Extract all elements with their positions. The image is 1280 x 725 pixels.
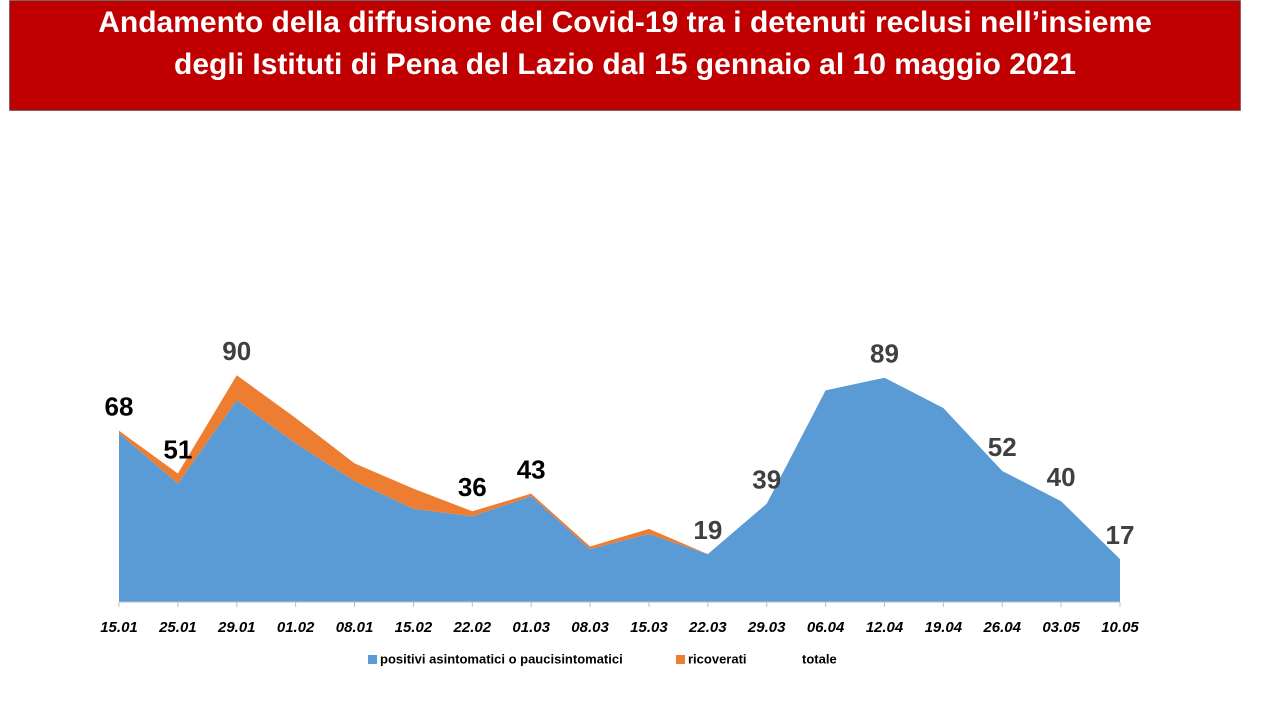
x-tick-label: 25.01 — [158, 619, 197, 636]
x-tick-label: 12.04 — [866, 619, 904, 636]
data-label: 90 — [222, 336, 251, 366]
data-label: 52 — [988, 432, 1017, 462]
x-tick-label: 10.05 — [1101, 619, 1139, 636]
data-label: 36 — [458, 472, 487, 502]
x-tick-label: 22.03 — [688, 619, 727, 636]
x-tick-label: 01.03 — [512, 619, 550, 636]
x-tick-label: 26.04 — [982, 619, 1021, 636]
x-tick-label: 06.04 — [807, 619, 845, 636]
x-tick-label: 15.03 — [630, 619, 668, 636]
legend-label: positivi asintomatici o paucisintomatici — [380, 651, 623, 666]
x-tick-label: 08.01 — [336, 619, 374, 636]
x-tick-label: 19.04 — [925, 619, 963, 636]
chart-title: degli Istituti di Pena del Lazio dal 15 … — [174, 48, 1076, 81]
legend-label: totale — [802, 651, 837, 666]
data-label: 89 — [870, 339, 899, 369]
data-label: 39 — [752, 465, 781, 495]
title-banner — [9, 0, 1241, 111]
area — [119, 377, 1120, 602]
x-tick-label: 03.05 — [1042, 619, 1080, 636]
data-label: 19 — [693, 515, 722, 545]
data-label: 40 — [1047, 462, 1076, 492]
data-label: 68 — [105, 392, 134, 422]
x-tick-label: 29.03 — [747, 619, 786, 636]
chart-title: Andamento della diffusione del Covid-19 … — [98, 6, 1152, 39]
legend-swatch — [368, 655, 377, 664]
data-label: 17 — [1106, 520, 1135, 550]
legend-swatch — [676, 655, 685, 664]
x-tick-label: 29.01 — [217, 619, 256, 636]
x-tick-label: 15.01 — [100, 619, 138, 636]
x-tick-label: 15.02 — [395, 619, 433, 636]
data-label: 51 — [163, 434, 192, 464]
legend-label: ricoverati — [688, 651, 747, 666]
data-label: 43 — [517, 455, 546, 485]
x-tick-label: 01.02 — [277, 619, 315, 636]
x-tick-label: 08.03 — [571, 619, 609, 636]
x-tick-label: 22.02 — [453, 619, 492, 636]
